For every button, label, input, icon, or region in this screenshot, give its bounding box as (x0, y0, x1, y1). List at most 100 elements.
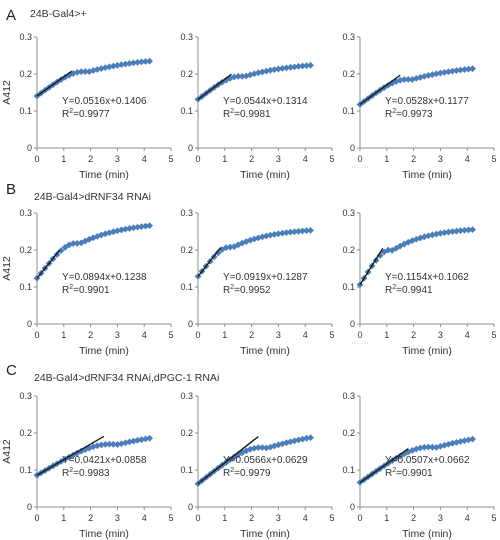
y-tick-label: 0 (27, 143, 32, 153)
data-point (69, 70, 77, 77)
y-tick-label: 0.3 (19, 391, 32, 401)
x-tick-label: 0 (195, 154, 200, 164)
data-point (449, 67, 456, 75)
regression-line (36, 249, 61, 279)
x-axis-title: Time (min) (402, 169, 452, 181)
x-tick-label: 3 (276, 513, 281, 523)
regression-equation: Y=0.0421x+0.0858 (62, 455, 147, 466)
x-tick-label: 1 (61, 154, 66, 164)
x-axis-title: Time (min) (79, 169, 129, 181)
y-axis-title: A412 (1, 80, 13, 105)
regression-equation: Y=0.0516x+0.1406 (62, 96, 147, 107)
data-point (218, 78, 226, 86)
x-tick-label: 3 (438, 154, 443, 164)
data-point (250, 444, 258, 452)
data-point (445, 68, 452, 76)
y-tick-label: 0.1 (342, 106, 355, 116)
data-point (97, 65, 105, 72)
data-point (453, 67, 460, 74)
y-tick-label: 0 (188, 502, 193, 512)
x-tick-label: 1 (222, 513, 227, 523)
data-point (283, 229, 290, 237)
x-axis-title: Time (min) (79, 528, 129, 540)
x-tick-label: 4 (303, 154, 308, 164)
data-point (392, 244, 400, 252)
regression-equation: Y=0.1154x+0.1062 (385, 272, 469, 283)
x-tick-label: 2 (249, 330, 254, 340)
data-point (266, 443, 274, 451)
x-tick-label: 5 (329, 513, 334, 523)
y-tick-label: 0 (188, 143, 193, 153)
data-point (101, 64, 109, 72)
y-tick-label: 0 (27, 502, 32, 512)
x-tick-label: 4 (303, 513, 308, 523)
data-point (287, 63, 294, 71)
plot-1-2: 0 0.1 0.2 0.3 0 1 2 3 4 5 Time (min) Y=0.1154x+0.10… (342, 208, 496, 357)
x-tick-label: 4 (142, 154, 147, 164)
data-point (258, 68, 266, 76)
data-point (130, 224, 137, 232)
data-point (404, 76, 412, 83)
data-point (420, 72, 428, 80)
x-axis-title: Time (min) (240, 528, 290, 540)
data-point (432, 70, 440, 78)
data-point (77, 68, 85, 76)
y-tick-label: 0.1 (19, 282, 32, 292)
data-point (114, 227, 121, 235)
y-axis-title: A412 (1, 256, 13, 281)
data-point (424, 443, 432, 451)
data-point (234, 241, 242, 249)
plots-layer: 0 0.1 0.2 0.3 0 1 2 3 4 5 Time (min) A412 Y=0.0516x+… (1, 32, 497, 540)
data-point (81, 68, 89, 75)
data-point (250, 235, 258, 243)
x-tick-label: 5 (491, 154, 496, 164)
x-tick-label: 3 (276, 330, 281, 340)
r-squared-label: R2=0.9977 (62, 108, 110, 120)
data-point (85, 235, 93, 243)
regression-equation: Y=0.0528x+0.1177 (385, 96, 469, 107)
data-point (69, 240, 77, 247)
x-tick-label: 4 (303, 330, 308, 340)
data-point (270, 231, 278, 238)
data-point (291, 63, 298, 71)
regression-line (197, 73, 232, 100)
x-tick-label: 3 (438, 330, 443, 340)
x-tick-label: 5 (168, 330, 173, 340)
x-tick-label: 5 (329, 330, 334, 340)
x-tick-label: 0 (34, 330, 39, 340)
data-point (146, 57, 153, 65)
data-point (97, 231, 105, 239)
y-tick-label: 0.3 (19, 32, 32, 42)
data-point (384, 246, 392, 254)
data-point (453, 227, 460, 235)
r-squared-label: R2=0.9973 (385, 108, 433, 120)
y-tick-label: 0 (188, 319, 193, 329)
r-squared-label: R2=0.9901 (385, 467, 433, 479)
data-point (287, 228, 294, 236)
data-point (93, 442, 101, 450)
x-tick-label: 3 (276, 154, 281, 164)
regression-line (197, 247, 222, 277)
data-point (432, 444, 440, 451)
y-tick-label: 0.3 (342, 391, 355, 401)
x-axis-title: Time (min) (240, 345, 290, 357)
regression-line (197, 436, 259, 485)
data-point (279, 229, 286, 237)
data-point (303, 227, 310, 235)
data-point (73, 240, 81, 247)
data-point (254, 444, 262, 452)
y-tick-label: 0.1 (180, 282, 193, 292)
regression-line (36, 70, 73, 97)
x-tick-label: 1 (222, 330, 227, 340)
data-point (101, 230, 109, 238)
y-tick-label: 0.2 (342, 245, 355, 255)
data-point (461, 66, 468, 73)
data-point (146, 434, 153, 442)
y-tick-label: 0.2 (180, 245, 193, 255)
x-tick-label: 0 (195, 330, 200, 340)
data-point (85, 68, 93, 76)
plot-0-2: 0 0.1 0.2 0.3 0 1 2 3 4 5 Time (min) Y=0.0528x+0.11… (342, 32, 496, 181)
plot-0-0: 0 0.1 0.2 0.3 0 1 2 3 4 5 Time (min) A412 Y=0.0516x+… (1, 32, 174, 181)
data-point (101, 440, 109, 448)
x-tick-label: 1 (61, 330, 66, 340)
